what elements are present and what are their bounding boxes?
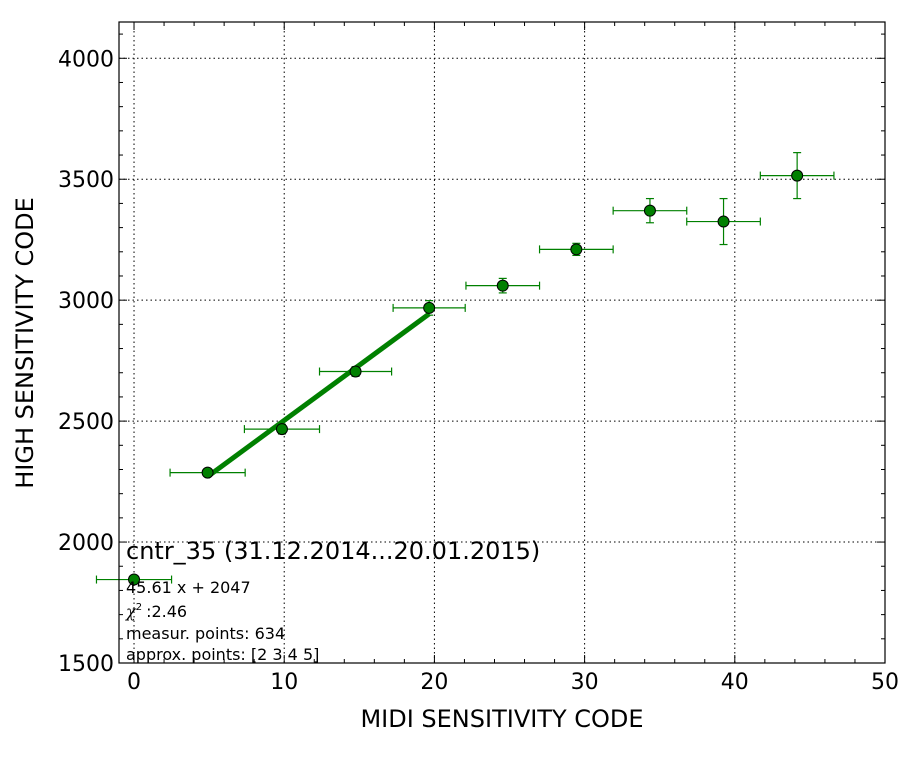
data-point-8 (717, 215, 730, 228)
y-tick-label-2: 2500 (58, 410, 114, 435)
data-point-5 (496, 279, 509, 292)
data-point-6 (570, 243, 583, 256)
annotation-title: cntr_35 (31.12.2014...20.01.2015) (126, 537, 540, 565)
x-tick-label-4: 40 (721, 670, 749, 695)
data-point-9 (791, 169, 804, 182)
x-tick-label-2: 20 (420, 670, 448, 695)
y-tick-label-0: 1500 (58, 652, 114, 677)
y-tick-label-4: 3500 (58, 168, 114, 193)
chi-symbol: χ (125, 602, 137, 621)
data-point-0 (128, 573, 141, 586)
annotation-measur-points: measur. points: 634 (126, 624, 285, 643)
tick-layer (119, 22, 886, 664)
plot-frame (118, 21, 886, 664)
data-point-3 (349, 365, 362, 378)
chi-power: 2 (136, 602, 142, 613)
x-tick-label-0: 0 (127, 670, 141, 695)
y-axis-label: HIGH SENSITIVITY CODE (11, 197, 39, 489)
chi-value: :2.46 (146, 602, 187, 621)
x-tick-label-5: 50 (871, 670, 899, 695)
data-point-2 (275, 423, 288, 436)
x-tick-label-1: 10 (270, 670, 298, 695)
y-tick-label-3: 3000 (58, 289, 114, 314)
x-axis-label: MIDI SENSITIVITY CODE (360, 705, 643, 733)
grid-layer (119, 22, 885, 663)
y-tick-label-1: 2000 (58, 531, 114, 556)
annotation-equation: 45.61 x + 2047 (126, 578, 251, 597)
fit-line (206, 311, 431, 479)
annotation-chi2: χ2 :2.46 (125, 602, 187, 621)
y-tick-label-5: 4000 (58, 47, 114, 72)
fit-layer (206, 311, 431, 479)
annotation: cntr_35 (31.12.2014...20.01.2015) 45.61 … (125, 537, 540, 664)
data-point-4 (423, 301, 436, 314)
x-tick-label-3: 30 (571, 670, 599, 695)
data-point-1 (201, 466, 214, 479)
data-point-7 (643, 204, 656, 217)
tick-label-layer: 0 10 20 30 40 50 1500 2000 2500 3000 3500 4000 (58, 47, 899, 695)
annotation-approx-points: approx. points: [2 3 4 5] (126, 645, 319, 664)
point-layer (128, 169, 804, 586)
